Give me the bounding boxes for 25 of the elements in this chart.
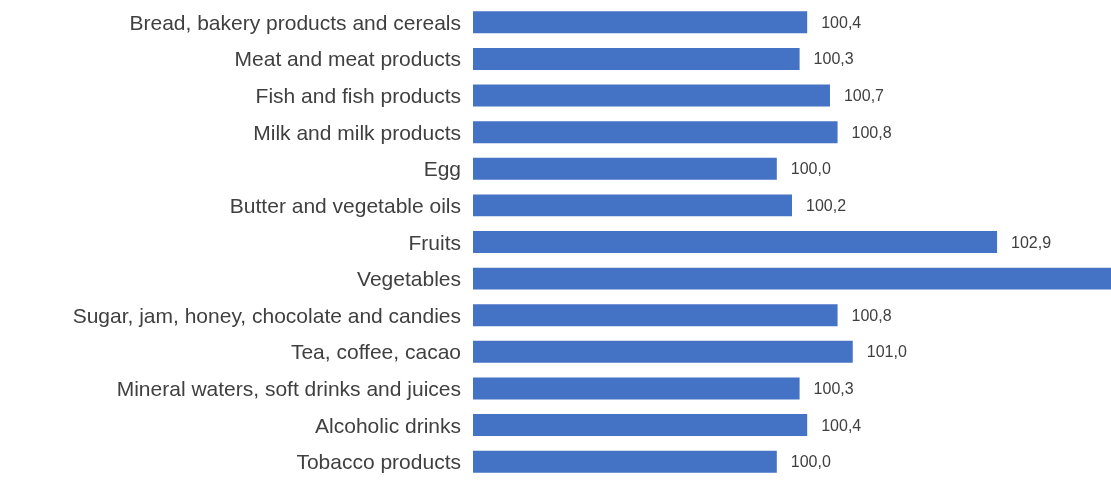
y-tick-label: Fish and fish products (255, 84, 461, 108)
data-label: 100,4 (821, 416, 862, 434)
data-label: 100,8 (851, 306, 892, 324)
y-tick-label: Vegetables (357, 267, 461, 291)
y-tick-label: Bread, bakery products and cereals (129, 10, 461, 34)
data-label: 100,3 (813, 379, 854, 397)
y-tick-label: Egg (423, 157, 461, 181)
data-label: 100,0 (790, 453, 831, 471)
y-tick-label: Alcoholic drinks (315, 413, 461, 437)
data-label: 102,9 (1011, 233, 1052, 251)
y-tick-label: Tobacco products (296, 450, 461, 474)
y-tick-label: Fruits (408, 230, 461, 254)
data-label: 100,0 (790, 160, 831, 178)
y-tick-label: Butter and vegetable oils (229, 193, 461, 217)
y-tick-label: Tea, coffee, cacao (290, 340, 461, 364)
y-tick-label: Milk and milk products (253, 120, 461, 144)
data-label: 100,4 (821, 13, 862, 31)
y-tick-label: Mineral waters, soft drinks and juices (116, 376, 461, 400)
data-label: 100,8 (851, 123, 892, 141)
data-label: 101,0 (866, 343, 907, 361)
y-tick-label: Sugar, jam, honey, chocolate and candies (72, 303, 461, 327)
data-label: 100,3 (813, 50, 854, 68)
y-tick-label: Meat and meat products (234, 47, 461, 71)
data-label: 100,7 (843, 87, 885, 105)
data-label: 100,2 (806, 196, 847, 214)
